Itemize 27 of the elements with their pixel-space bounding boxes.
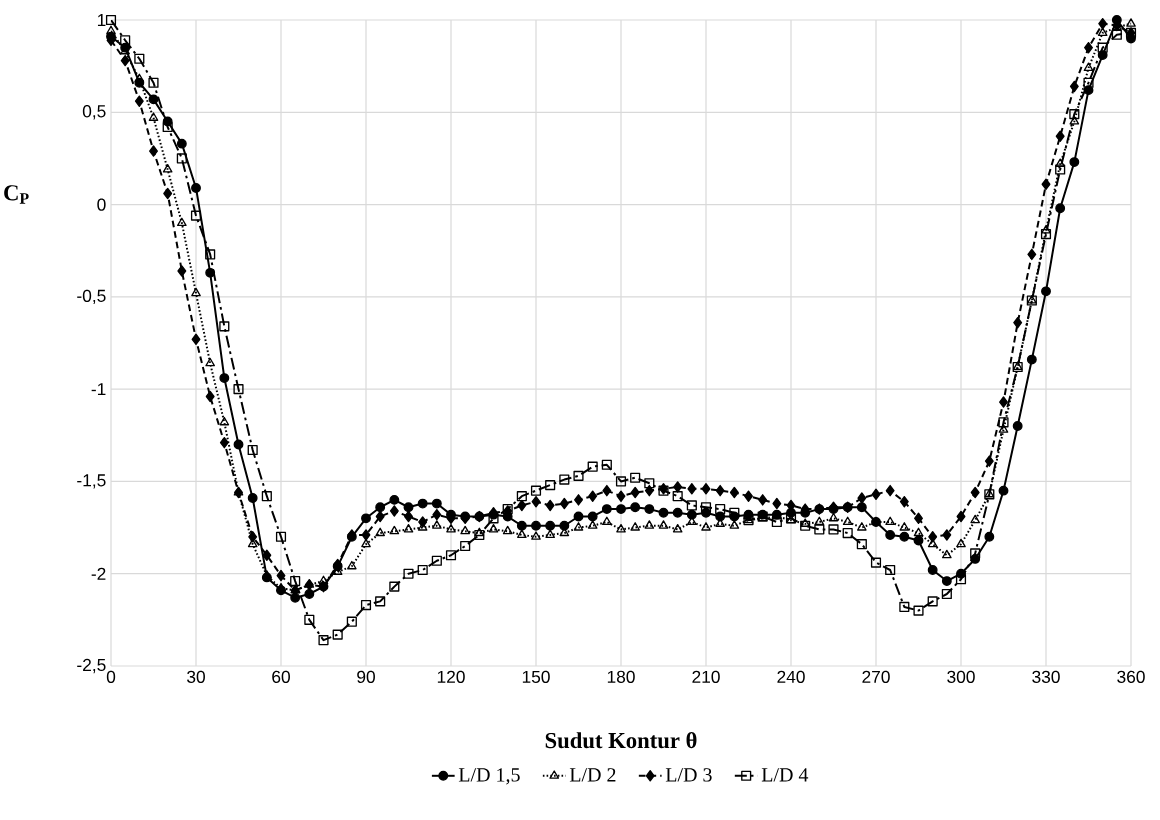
y-tick-label: -1	[91, 383, 106, 396]
legend-label: L/D 1,5	[458, 768, 520, 785]
x-tick-label: 240	[777, 670, 805, 683]
legend-label: L/D 4	[761, 768, 809, 782]
y-axis-title: C$_{P}$	[4, 185, 29, 204]
x-tick-label: 90	[357, 670, 375, 683]
y-tick-label: -2,5	[77, 658, 106, 674]
x-tick-label: 120	[437, 670, 465, 683]
legend-label: L/D 3	[665, 768, 712, 782]
y-tick-label: 1	[97, 14, 106, 26]
x-tick-label: 60	[272, 670, 290, 683]
x-tick-label: 210	[692, 670, 720, 683]
x-tick-label: 360	[1117, 670, 1145, 683]
x-tick-label: 270	[862, 670, 890, 683]
y-tick-label: 0,5	[82, 105, 106, 120]
x-axis-title: Sudut Kontur θ	[545, 732, 697, 749]
legend-label: L/D 2	[569, 768, 616, 782]
y-tick-label: 0	[97, 198, 106, 211]
x-tick-label: 30	[187, 670, 205, 683]
y-tick-label: -1,5	[77, 474, 106, 489]
y-tick-label: -0,5	[77, 289, 106, 305]
x-tick-label: 300	[947, 670, 975, 683]
x-tick-label: 0	[106, 670, 116, 683]
x-tick-label: 330	[1032, 670, 1060, 683]
x-tick-label: 180	[607, 670, 635, 683]
x-tick-label: 150	[522, 670, 550, 683]
y-tick-label: -2	[91, 567, 106, 580]
